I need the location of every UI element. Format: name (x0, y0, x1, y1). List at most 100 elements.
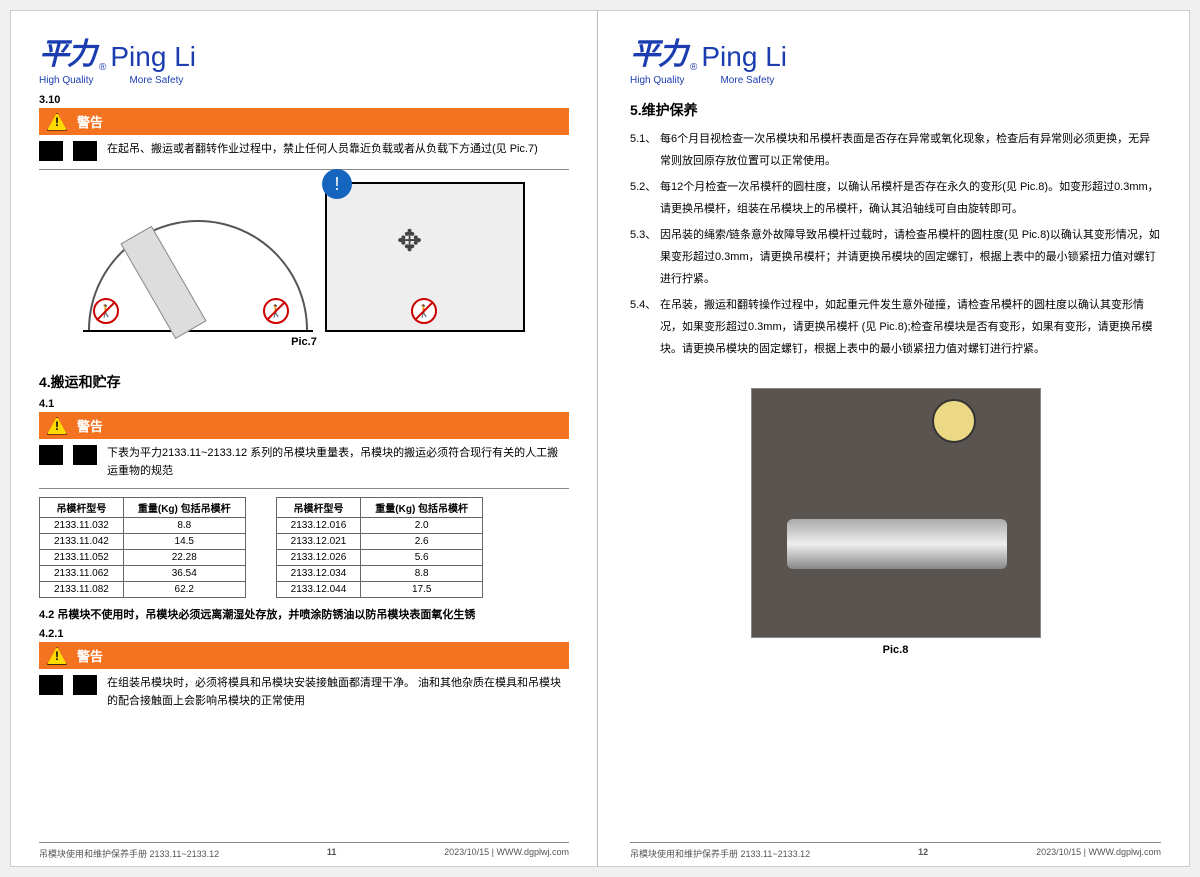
warning-3-content: 在组装吊模块时，必须将模具和吊模块安装接触面都清理干净。 油和其他杂质在模具和吊… (39, 669, 569, 718)
footer-date-url: 2023/10/15 | WWW.dgplwj.com (1036, 847, 1161, 860)
table-row: 2133.11.08262.2 (40, 582, 246, 598)
table-row: 2133.12.0162.0 (276, 518, 482, 534)
th-model: 吊模杆型号 (276, 498, 361, 518)
logo-cn: 平力 (39, 29, 95, 73)
table-row: 2133.11.05222.28 (40, 550, 246, 566)
table-cell: 2133.12.026 (276, 550, 361, 566)
table-cell: 2133.12.044 (276, 582, 361, 598)
item-text: 因吊装的绳索/链条意外故障导致吊模杆过载时，请检查吊模杆的圆柱度(见 Pic.8… (660, 224, 1161, 290)
pic8-photo (751, 388, 1041, 638)
logo-cn: 平力 (630, 29, 686, 73)
warning-1-text: 在起吊、搬运或者翻转作业过程中，禁止任何人员靠近负载或者从负载下方通过(见 Pi… (107, 141, 569, 159)
dial-gauge (932, 399, 976, 443)
item-text: 每6个月目视检查一次吊模块和吊模杆表面是否存在异常或氧化现象，检查后有异常则必须… (660, 128, 1161, 172)
warning-triangle-icon: ! (47, 113, 67, 131)
crane-icon (39, 445, 63, 465)
warning-1-content: 在起吊、搬运或者翻转作业过程中，禁止任何人员靠近负载或者从负载下方通过(见 Pi… (39, 135, 569, 170)
table-cell: 17.5 (361, 582, 483, 598)
table-cell: 14.5 (123, 534, 245, 550)
table-cell: 8.8 (123, 518, 245, 534)
table-cell: 22.28 (123, 550, 245, 566)
section-4-1: 4.1 (39, 398, 569, 410)
logo-en: Ping Li (110, 41, 196, 73)
tag-quality: High Quality (630, 75, 684, 86)
footer-doc: 吊模块使用和维护保养手册 2133.11~2133.12 (630, 847, 810, 860)
page-number: 12 (918, 847, 928, 860)
maintenance-item: 5.2、每12个月检查一次吊模杆的圆柱度，以确认吊模杆是否存在永久的变形(见 P… (630, 176, 1161, 220)
load-icon (73, 141, 97, 161)
item-text: 每12个月检查一次吊模杆的圆柱度，以确认吊模杆是否存在永久的变形(见 Pic.8… (660, 176, 1161, 220)
table-cell: 2133.11.032 (40, 518, 124, 534)
item-number: 5.4、 (630, 294, 660, 360)
item-number: 5.3、 (630, 224, 660, 290)
pic7-area: 🚶 🚶 ! ✥ 🚶 (39, 170, 569, 336)
table-row: 2133.12.0212.6 (276, 534, 482, 550)
logo: 平力 ® Ping Li (39, 29, 569, 73)
table-cell: 8.8 (361, 566, 483, 582)
logo-en: Ping Li (701, 41, 787, 73)
footer-right: 吊模块使用和维护保养手册 2133.11~2133.12 12 2023/10/… (630, 842, 1161, 860)
tag-quality: High Quality (39, 75, 93, 86)
table-cell: 2133.12.021 (276, 534, 361, 550)
table-row: 2133.11.04214.5 (40, 534, 246, 550)
weight-tables: 吊模杆型号重量(Kg) 包括吊模杆 2133.11.0328.82133.11.… (39, 497, 569, 598)
section-4-2: 4.2 吊模块不使用时，吊模块必须远离潮湿处存放，并喷涂防锈油以防吊模块表面氧化… (39, 606, 569, 622)
section-5-title: 5.维护保养 (630, 100, 1161, 120)
info-circle-icon: ! (322, 169, 352, 199)
item-number: 5.1、 (630, 128, 660, 172)
table-cell: 2133.11.052 (40, 550, 124, 566)
th-weight: 重量(Kg) 包括吊模杆 (361, 498, 483, 518)
warning-bar-1: ! 警告 (39, 108, 569, 135)
table-cell: 2133.11.042 (40, 534, 124, 550)
table-cell: 36.54 (123, 566, 245, 582)
pic8-area (630, 388, 1161, 638)
th-model: 吊模杆型号 (40, 498, 124, 518)
table-cell: 2.6 (361, 534, 483, 550)
page-11: 平力 ® Ping Li High Quality More Safety 3.… (11, 11, 598, 866)
page-number: 11 (327, 847, 337, 860)
crane-icon (39, 141, 63, 161)
page-spread: 平力 ® Ping Li High Quality More Safety 3.… (10, 10, 1190, 867)
no-person-icon: 🚶 (93, 298, 119, 324)
warning-triangle-icon: ! (47, 417, 67, 435)
pic8-label: Pic.8 (630, 644, 1161, 666)
move-arrows-icon: ✥ (397, 224, 422, 259)
pic7-move-diagram: ! ✥ 🚶 (325, 182, 525, 332)
warning-bar-2: ! 警告 (39, 412, 569, 439)
maintenance-item: 5.1、每6个月目视检查一次吊模块和吊模杆表面是否存在异常或氧化现象，检查后有异… (630, 128, 1161, 172)
footer-date-url: 2023/10/15 | WWW.dgplwj.com (444, 847, 569, 860)
page-12: 平力 ® Ping Li High Quality More Safety 5.… (602, 11, 1189, 866)
table-cell: 2133.12.034 (276, 566, 361, 582)
warning-bar-3: ! 警告 (39, 642, 569, 669)
footer-doc: 吊模块使用和维护保养手册 2133.11~2133.12 (39, 847, 219, 860)
table-row: 2133.11.06236.54 (40, 566, 246, 582)
logo: 平力 ® Ping Li (630, 29, 1161, 73)
maintenance-item: 5.4、在吊装，搬运和翻转操作过程中，如起重元件发生意外碰撞，请检查吊模杆的圆柱… (630, 294, 1161, 360)
section-4-2-1: 4.2.1 (39, 628, 569, 640)
tag-safety: More Safety (720, 75, 774, 86)
warning-label: 警告 (77, 646, 103, 665)
table-cell: 2133.11.082 (40, 582, 124, 598)
warning-2-content: 下表为平力2133.11~2133.12 系列的吊模块重量表，吊模块的搬运必须符… (39, 439, 569, 489)
weight-table-1: 吊模杆型号重量(Kg) 包括吊模杆 2133.11.0328.82133.11.… (39, 497, 246, 598)
load-icon (73, 675, 97, 695)
section-3-10: 3.10 (39, 94, 569, 106)
load-icon (73, 445, 97, 465)
table-row: 2133.12.0348.8 (276, 566, 482, 582)
footer-left: 吊模块使用和维护保养手册 2133.11~2133.12 11 2023/10/… (39, 842, 569, 860)
table-cell: 5.6 (361, 550, 483, 566)
warning-2-text: 下表为平力2133.11~2133.12 系列的吊模块重量表，吊模块的搬运必须符… (107, 445, 569, 480)
table-cell: 2133.12.016 (276, 518, 361, 534)
th-weight: 重量(Kg) 包括吊模杆 (123, 498, 245, 518)
weight-table-2: 吊模杆型号重量(Kg) 包括吊模杆 2133.12.0162.02133.12.… (276, 497, 483, 598)
warning-label: 警告 (77, 416, 103, 435)
maintenance-item: 5.3、因吊装的绳索/链条意外故障导致吊模杆过载时，请检查吊模杆的圆柱度(见 P… (630, 224, 1161, 290)
table-row: 2133.12.0265.6 (276, 550, 482, 566)
no-person-icon: 🚶 (263, 298, 289, 324)
table-cell: 2.0 (361, 518, 483, 534)
tag-safety: More Safety (129, 75, 183, 86)
warning-3-text: 在组装吊模块时，必须将模具和吊模块安装接触面都清理干净。 油和其他杂质在模具和吊… (107, 675, 569, 710)
reg-mark: ® (690, 62, 697, 73)
crane-icon (39, 675, 63, 695)
table-row: 2133.12.04417.5 (276, 582, 482, 598)
